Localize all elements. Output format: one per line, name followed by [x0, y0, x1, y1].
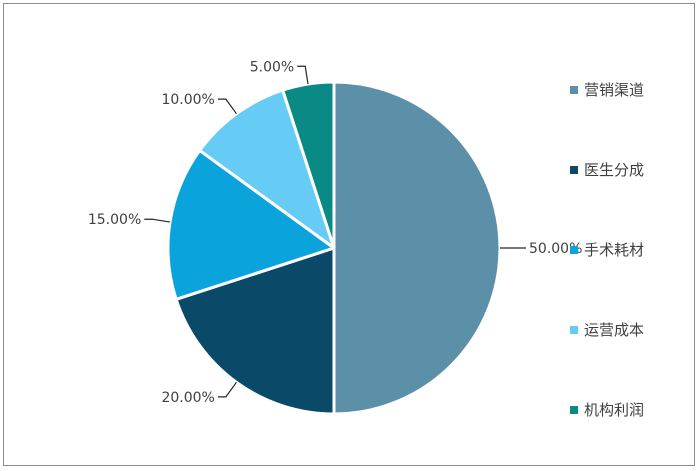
legend-label-5: 机构利润	[584, 401, 644, 419]
legend-marker-2	[570, 166, 578, 174]
leader-line-3	[144, 218, 171, 223]
pie-slice-5	[281, 80, 336, 250]
data-label-4: 10.00%	[161, 92, 214, 108]
data-labels: 50.00% 20.00% 15.00% 10.00% 5.00%	[88, 59, 583, 406]
pie-slice-3	[166, 148, 336, 301]
legend-item-5: 机构利润	[570, 401, 644, 419]
pie-slices	[166, 80, 502, 416]
data-label-2: 20.00%	[161, 390, 214, 406]
data-label-5: 5.00%	[250, 59, 294, 75]
data-label-3: 15.00%	[88, 212, 141, 228]
legend-label-2: 医生分成	[584, 161, 644, 179]
legend-item-2: 医生分成	[570, 161, 644, 179]
leader-line-5	[297, 65, 309, 85]
legend-label-1: 营销渠道	[584, 81, 644, 99]
legend-label-3: 手术耗材	[584, 241, 644, 259]
legend-marker-4	[570, 326, 578, 334]
legend-marker-1	[570, 86, 578, 94]
leader-line-4	[217, 98, 237, 115]
data-label-1: 50.00%	[529, 241, 582, 257]
legend-marker-5	[570, 406, 578, 414]
legend-marker-3	[570, 246, 578, 254]
legend-item-3: 手术耗材	[570, 241, 644, 259]
chart-frame: 50.00% 20.00% 15.00% 10.00% 5.00% 营销渠道医生分成手术…	[3, 3, 695, 466]
leader-line-2	[217, 381, 237, 398]
pie-slice-1	[332, 80, 502, 416]
legend-label-4: 运营成本	[584, 321, 644, 339]
pie-chart: 50.00% 20.00% 15.00% 10.00% 5.00% 营销渠道医生分成手术…	[88, 59, 644, 419]
legend-item-1: 营销渠道	[570, 81, 644, 99]
leader-lines	[144, 65, 526, 398]
pie-slice-2	[174, 246, 336, 416]
legend-item-4: 运营成本	[570, 321, 644, 339]
